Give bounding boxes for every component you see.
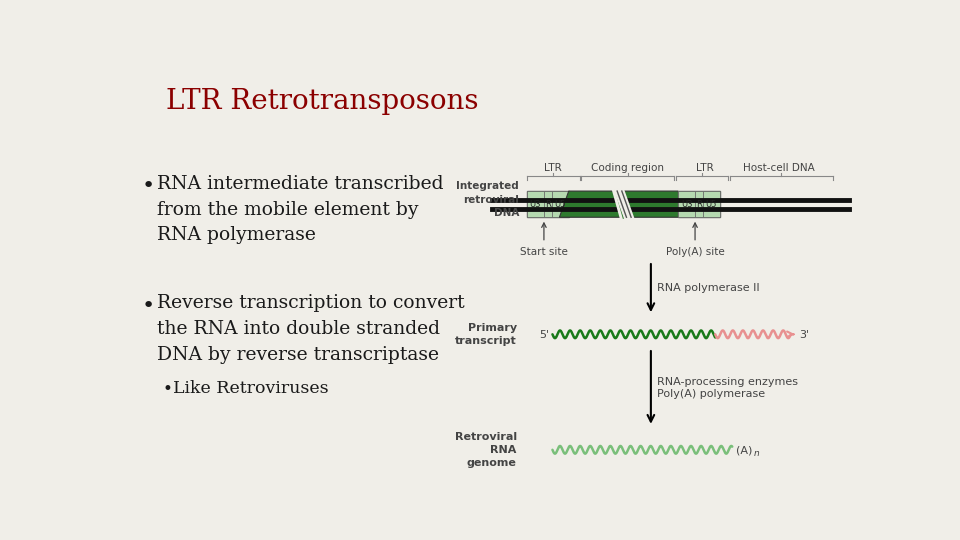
- Text: U5: U5: [706, 200, 717, 208]
- Text: Coding region: Coding region: [591, 163, 664, 173]
- Text: •: •: [142, 177, 155, 197]
- Text: U5: U5: [555, 200, 565, 208]
- Text: (A): (A): [736, 446, 753, 456]
- FancyBboxPatch shape: [678, 191, 720, 217]
- Text: Start site: Start site: [520, 247, 568, 257]
- FancyBboxPatch shape: [678, 191, 695, 217]
- Text: •: •: [162, 381, 173, 399]
- Text: U3: U3: [681, 200, 692, 208]
- Text: Poly(A) polymerase: Poly(A) polymerase: [657, 389, 765, 399]
- Text: 3': 3': [800, 330, 810, 340]
- Text: RNA-processing enzymes: RNA-processing enzymes: [657, 377, 798, 387]
- Text: Poly(A) site: Poly(A) site: [665, 247, 725, 257]
- Text: Reverse transcription to convert
the RNA into double stranded
DNA by reverse tra: Reverse transcription to convert the RNA…: [157, 294, 465, 363]
- Text: •: •: [142, 296, 155, 316]
- FancyBboxPatch shape: [703, 191, 720, 217]
- Text: LTR: LTR: [696, 163, 714, 173]
- Text: LTR: LTR: [543, 163, 562, 173]
- FancyBboxPatch shape: [552, 191, 568, 217]
- Text: 5': 5': [540, 330, 550, 340]
- Text: RNA intermediate transcribed
from the mobile element by
RNA polymerase: RNA intermediate transcribed from the mo…: [157, 175, 444, 244]
- Text: RNA polymerase II: RNA polymerase II: [657, 283, 759, 293]
- Text: Host-cell DNA: Host-cell DNA: [743, 163, 815, 173]
- Text: Retroviral
RNA
genome: Retroviral RNA genome: [455, 431, 516, 468]
- Text: Integrated
retroviral
DNA: Integrated retroviral DNA: [456, 181, 519, 218]
- FancyBboxPatch shape: [527, 191, 568, 217]
- Text: U3: U3: [530, 200, 541, 208]
- FancyBboxPatch shape: [695, 191, 703, 217]
- FancyBboxPatch shape: [527, 191, 544, 217]
- Text: Primary
transcript: Primary transcript: [455, 323, 516, 346]
- Text: LTR Retrotransposons: LTR Retrotransposons: [166, 88, 479, 115]
- FancyBboxPatch shape: [544, 191, 552, 217]
- Text: n: n: [754, 449, 759, 458]
- Text: R: R: [545, 200, 551, 208]
- Polygon shape: [560, 191, 687, 217]
- Text: Like Retroviruses: Like Retroviruses: [173, 380, 328, 397]
- Text: R: R: [696, 200, 702, 208]
